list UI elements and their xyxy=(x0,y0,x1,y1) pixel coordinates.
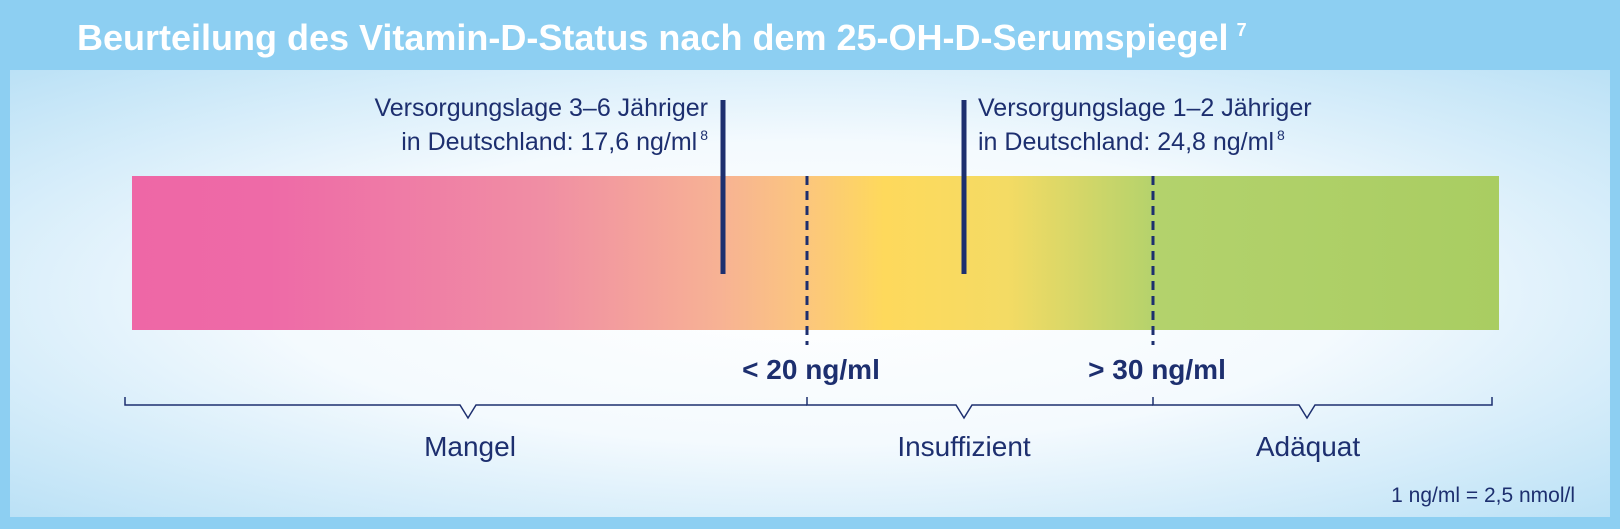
marker-label-text: in Deutschland: 24,8 ng/ml xyxy=(978,128,1274,156)
bracket xyxy=(806,397,1153,420)
threshold-label: < 20 ng/ml xyxy=(742,354,880,385)
bracket xyxy=(124,397,807,420)
marker-label: Versorgungslage 3–6 Jähriger xyxy=(374,94,708,122)
bracket xyxy=(1152,397,1493,420)
title: Beurteilung des Vitamin-D-Status nach de… xyxy=(77,17,1247,58)
marker-reference: 8 xyxy=(700,127,708,143)
range-label: Adäquat xyxy=(1256,431,1361,462)
range-label: Insuffizient xyxy=(897,431,1031,462)
threshold-labels: < 20 ng/ml > 30 ng/ml xyxy=(742,354,1226,385)
title-reference: 7 xyxy=(1237,20,1247,40)
title-text: Beurteilung des Vitamin-D-Status nach de… xyxy=(77,17,1229,58)
status-bar xyxy=(132,176,1499,330)
threshold-label: > 30 ng/ml xyxy=(1088,354,1226,385)
range-label: Mangel xyxy=(424,431,516,462)
dashed-lines xyxy=(805,176,1155,345)
marker-label-text: in Deutschland: 17,6 ng/ml xyxy=(401,128,697,156)
marker-labels: Versorgungslage 3–6 Jähriger in Deutschl… xyxy=(374,94,1311,156)
brackets xyxy=(124,397,1493,420)
marker-label: in Deutschland: 24,8 ng/ml 8 xyxy=(978,127,1285,156)
marker-lines xyxy=(720,100,967,274)
range-labels: Mangel Insuffizient Adäquat xyxy=(424,431,1360,462)
footnote: 1 ng/ml = 2,5 nmol/l xyxy=(1391,484,1575,507)
marker-label: Versorgungslage 1–2 Jähriger xyxy=(978,94,1312,122)
marker-reference: 8 xyxy=(1277,127,1285,143)
marker-label: in Deutschland: 17,6 ng/ml 8 xyxy=(401,127,708,156)
